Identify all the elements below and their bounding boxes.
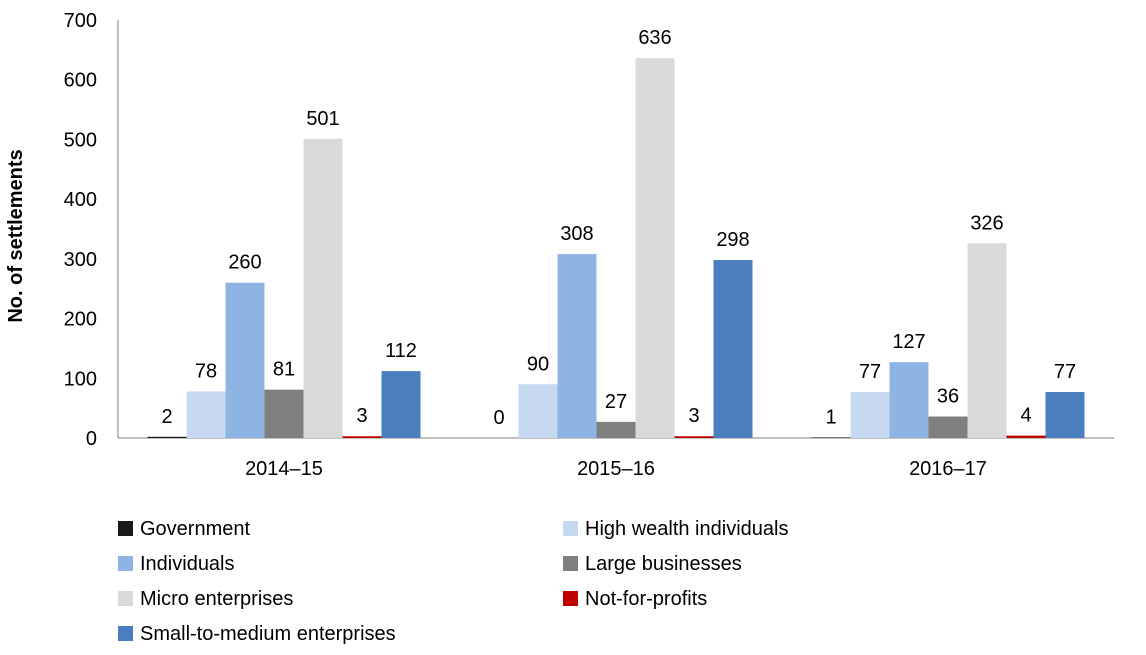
bar <box>342 436 382 438</box>
bar <box>381 371 421 438</box>
bar <box>850 392 890 438</box>
data-label: 3 <box>688 405 699 427</box>
bar <box>967 243 1007 438</box>
x-tick-label: 2016–17 <box>909 458 987 480</box>
data-label: 77 <box>859 361 881 383</box>
data-labels-group: 2 78 260 81 501 3 112 0 90 308 27 636 3 298 1 77 127 36 32… <box>161 27 1076 429</box>
x-axis-ticks: 2014–15 2015–16 2016–17 <box>245 458 987 480</box>
legend-swatch <box>118 556 133 571</box>
data-label: 127 <box>892 331 925 353</box>
bar <box>889 362 929 438</box>
y-tick-label: 500 <box>64 129 97 151</box>
data-label: 0 <box>493 407 504 429</box>
data-label: 3 <box>356 405 367 427</box>
y-tick-label: 600 <box>64 70 97 92</box>
bar <box>596 421 636 438</box>
data-label: 636 <box>638 27 671 49</box>
legend-label: High wealth individuals <box>585 518 788 540</box>
legend-label: Government <box>140 518 250 540</box>
bar <box>518 384 558 438</box>
bar <box>674 436 714 438</box>
legend-swatch <box>118 626 133 641</box>
bar <box>186 391 226 438</box>
bar <box>557 254 597 438</box>
data-label: 112 <box>385 340 417 362</box>
data-label: 81 <box>273 359 295 381</box>
y-tick-label: 700 <box>64 10 97 32</box>
legend: Government High wealth individuals Individ… <box>118 518 788 645</box>
y-axis-ticks: 0 100 200 300 400 500 600 700 <box>64 10 97 450</box>
bars-group <box>147 58 1085 439</box>
bar <box>1006 435 1046 438</box>
y-tick-label: 400 <box>64 189 97 211</box>
legend-swatch <box>563 556 578 571</box>
legend-label: Small-to-medium enterprises <box>140 623 396 645</box>
data-label: 326 <box>970 212 1003 234</box>
bar <box>811 437 851 438</box>
bar <box>147 436 187 438</box>
legend-label: Micro enterprises <box>140 588 293 610</box>
y-tick-label: 300 <box>64 249 97 271</box>
legend-label: Individuals <box>140 553 235 575</box>
y-tick-label: 100 <box>64 368 97 390</box>
legend-label: Not-for-profits <box>585 588 707 610</box>
bar <box>635 58 675 439</box>
bar <box>1045 392 1085 438</box>
data-label: 260 <box>228 252 261 274</box>
data-label: 77 <box>1054 361 1076 383</box>
legend-swatch <box>563 521 578 536</box>
data-label: 298 <box>716 229 749 251</box>
legend-swatch <box>118 591 133 606</box>
data-label: 27 <box>605 391 627 413</box>
data-label: 90 <box>527 353 549 375</box>
bar <box>264 389 304 438</box>
data-label: 36 <box>937 386 959 408</box>
data-label: 2 <box>161 406 172 428</box>
data-label: 4 <box>1020 405 1031 427</box>
bar <box>225 282 265 438</box>
data-label: 308 <box>560 223 593 245</box>
data-label: 78 <box>195 360 217 382</box>
bar <box>928 416 968 438</box>
y-tick-label: 0 <box>86 428 97 450</box>
data-label: 1 <box>825 406 836 428</box>
x-tick-label: 2014–15 <box>245 458 323 480</box>
legend-label: Large businesses <box>585 553 742 575</box>
y-tick-label: 200 <box>64 309 97 331</box>
x-tick-label: 2015–16 <box>577 458 655 480</box>
data-label: 501 <box>306 108 339 130</box>
legend-swatch <box>118 521 133 536</box>
bar <box>303 138 343 438</box>
bar <box>713 260 753 438</box>
legend-swatch <box>563 591 578 606</box>
y-axis-title: No. of settlements <box>5 149 27 322</box>
